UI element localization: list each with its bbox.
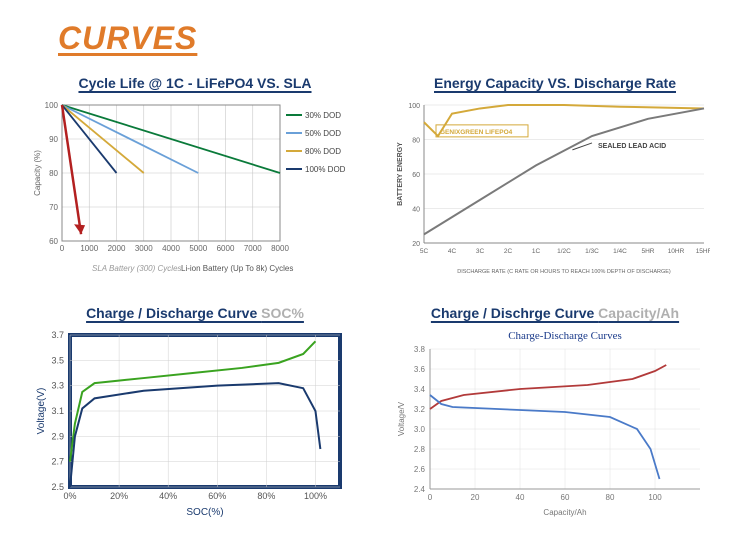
cycle-life-title: Cycle Life @ 1C - LiFePO4 VS. SLA (30, 75, 360, 91)
svg-text:2.6: 2.6 (414, 465, 426, 474)
svg-text:4000: 4000 (162, 244, 180, 253)
cycle-life-chart: Cycle Life @ 1C - LiFePO4 VS. SLA 60 70 80… (30, 75, 360, 277)
svg-text:70: 70 (49, 203, 58, 212)
svg-text:SEALED LEAD ACID: SEALED LEAD ACID (598, 143, 666, 150)
svg-text:SLA Battery (300) Cycles: SLA Battery (300) Cycles (92, 264, 182, 273)
svg-text:GENIXGREEN LIFEPO4: GENIXGREEN LIFEPO4 (440, 129, 513, 136)
svg-text:50% DOD: 50% DOD (305, 129, 341, 138)
capacity-curve-svg: Charge-Discharge Curves 2.4 2.6 2.8 3.0 3.2 3.… (390, 327, 710, 517)
soc-curve-svg: 2.5 2.7 2.9 3.1 3.3 3.5 3.7 0% 20% 40% 60% 80% 100% V… (30, 327, 350, 517)
capacity-curve-chart: Charge / Dischrge Curve Capacity/Ah Char… (390, 305, 720, 517)
svg-text:60: 60 (412, 172, 420, 179)
svg-text:10HR: 10HR (668, 248, 685, 255)
cycle-life-svg: 6070809010001000200030004000500060007000… (30, 97, 350, 277)
svg-text:3.8: 3.8 (414, 345, 426, 354)
svg-text:2.7: 2.7 (51, 457, 64, 467)
svg-text:80: 80 (49, 169, 58, 178)
svg-text:Voltage/V: Voltage/V (397, 401, 406, 436)
svg-text:3.0: 3.0 (414, 425, 426, 434)
svg-text:100%: 100% (304, 491, 327, 501)
svg-text:0: 0 (428, 493, 433, 502)
svg-text:80: 80 (412, 138, 420, 145)
svg-text:Voltage(V): Voltage(V) (36, 388, 47, 435)
svg-text:100: 100 (45, 101, 59, 110)
svg-text:3.5: 3.5 (51, 355, 64, 365)
svg-text:Charge-Discharge Curves: Charge-Discharge Curves (508, 330, 622, 342)
svg-text:40%: 40% (159, 491, 177, 501)
soc-curve-title-main: Charge / Discharge Curve (86, 305, 261, 321)
soc-curve-title-gray: SOC% (261, 305, 304, 321)
svg-text:BATTERY ENERGY: BATTERY ENERGY (397, 142, 404, 206)
page-title: CURVES (58, 20, 720, 57)
svg-text:60: 60 (49, 237, 58, 246)
svg-text:60: 60 (561, 493, 570, 502)
svg-text:80%: 80% (257, 491, 275, 501)
svg-text:3.7: 3.7 (51, 330, 64, 340)
svg-text:100: 100 (408, 103, 420, 110)
svg-text:60%: 60% (208, 491, 226, 501)
chart-grid: Cycle Life @ 1C - LiFePO4 VS. SLA 60 70 80… (30, 75, 720, 517)
svg-text:3.2: 3.2 (414, 405, 426, 414)
svg-text:6000: 6000 (217, 244, 235, 253)
svg-text:Capacity/Ah: Capacity/Ah (543, 508, 586, 517)
svg-text:3.1: 3.1 (51, 406, 64, 416)
svg-text:3.6: 3.6 (414, 365, 426, 374)
svg-text:1000: 1000 (80, 244, 98, 253)
svg-text:1/3C: 1/3C (585, 248, 599, 255)
soc-curve-chart: Charge / Discharge Curve SOC% 2.5 2.7 2.9 3… (30, 305, 360, 517)
svg-text:Li-ion Battery (Up To 8k) Cycl: Li-ion Battery (Up To 8k) Cycles (181, 264, 293, 273)
svg-text:2.5: 2.5 (51, 482, 64, 492)
svg-text:2.8: 2.8 (414, 445, 426, 454)
svg-text:5000: 5000 (189, 244, 207, 253)
capacity-curve-title: Charge / Dischrge Curve Capacity/Ah (390, 305, 720, 321)
svg-text:20%: 20% (110, 491, 128, 501)
svg-text:100% DOD: 100% DOD (305, 165, 346, 174)
svg-text:3.3: 3.3 (51, 381, 64, 391)
svg-text:1/2C: 1/2C (557, 248, 571, 255)
svg-text:40: 40 (412, 207, 420, 214)
svg-text:3000: 3000 (135, 244, 153, 253)
svg-text:1C: 1C (532, 248, 541, 255)
soc-curve-title: Charge / Discharge Curve SOC% (30, 305, 360, 321)
svg-text:80: 80 (606, 493, 615, 502)
energy-capacity-chart: Energy Capacity VS. Discharge Rate 20 40 6… (390, 75, 720, 277)
energy-capacity-svg: 20 40 60 80 100 5C 4C 3C 2C 1C 1/2C 1/3C 1/4C 5HR 10HR… (390, 97, 710, 277)
svg-text:100: 100 (648, 493, 662, 502)
svg-text:SOC(%): SOC(%) (186, 507, 223, 517)
svg-text:7000: 7000 (244, 244, 262, 253)
svg-text:2.9: 2.9 (51, 431, 64, 441)
svg-text:20: 20 (471, 493, 480, 502)
svg-text:0: 0 (60, 244, 65, 253)
svg-text:Capacity (%): Capacity (%) (33, 150, 42, 196)
svg-text:15HR: 15HR (696, 248, 710, 255)
capacity-curve-title-main: Charge / Dischrge Curve (431, 305, 598, 321)
svg-text:DISCHARGE RATE (C RATE OR HOUR: DISCHARGE RATE (C RATE OR HOURS TO REACH… (457, 269, 671, 275)
capacity-curve-title-gray: Capacity/Ah (598, 305, 679, 321)
svg-text:2.4: 2.4 (414, 485, 426, 494)
svg-text:5C: 5C (420, 248, 429, 255)
svg-text:5HR: 5HR (641, 248, 654, 255)
svg-text:4C: 4C (448, 248, 457, 255)
svg-text:2000: 2000 (108, 244, 126, 253)
svg-text:2C: 2C (504, 248, 513, 255)
svg-text:0%: 0% (63, 491, 76, 501)
svg-text:3.4: 3.4 (414, 385, 426, 394)
svg-text:20: 20 (412, 241, 420, 248)
svg-text:3C: 3C (476, 248, 485, 255)
energy-capacity-title: Energy Capacity VS. Discharge Rate (390, 75, 720, 91)
svg-text:90: 90 (49, 135, 58, 144)
svg-text:1/4C: 1/4C (613, 248, 627, 255)
svg-text:8000: 8000 (271, 244, 289, 253)
svg-text:40: 40 (516, 493, 525, 502)
svg-text:30% DOD: 30% DOD (305, 111, 341, 120)
svg-text:80% DOD: 80% DOD (305, 147, 341, 156)
